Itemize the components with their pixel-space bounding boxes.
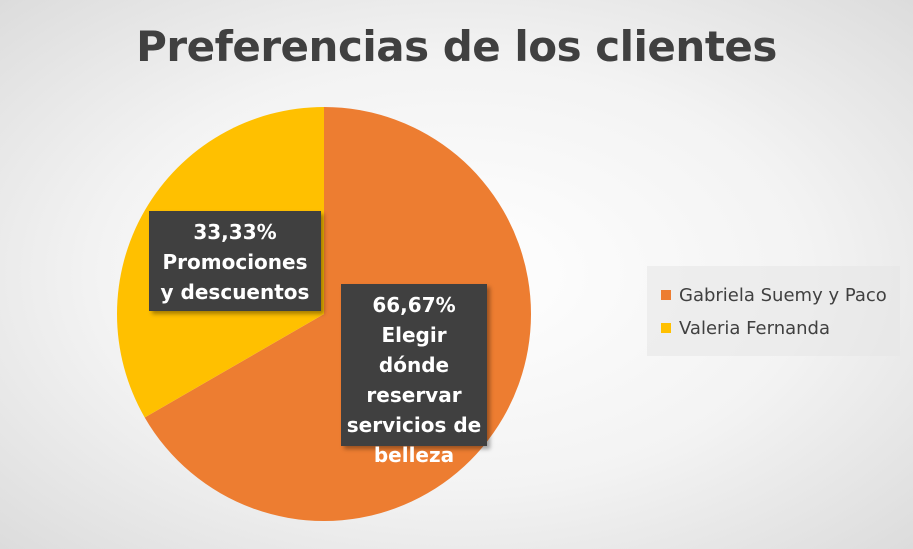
legend-swatch [661, 323, 671, 333]
legend-item-gabriela: Gabriela Suemy y Paco [661, 281, 887, 309]
chart-title: Preferencias de los clientes [136, 22, 777, 71]
legend-label: Valeria Fernanda [679, 317, 831, 339]
legend-label: Gabriela Suemy y Paco [679, 284, 887, 306]
data-label-percent: 66,67% [372, 293, 456, 317]
data-label-promociones: 33,33% Promociones y descuentos [149, 211, 321, 311]
legend: Gabriela Suemy y Paco Valeria Fernanda [647, 266, 900, 356]
data-label-category: Promociones y descuentos [160, 250, 310, 304]
data-label-elegir: 66,67% Elegir dónde reservar servicios d… [341, 284, 487, 467]
data-label-category: Elegir dónde reservar servicios de belle… [346, 323, 482, 467]
legend-swatch [661, 290, 671, 300]
legend-item-valeria: Valeria Fernanda [661, 314, 830, 342]
data-label-percent: 33,33% [193, 220, 277, 244]
